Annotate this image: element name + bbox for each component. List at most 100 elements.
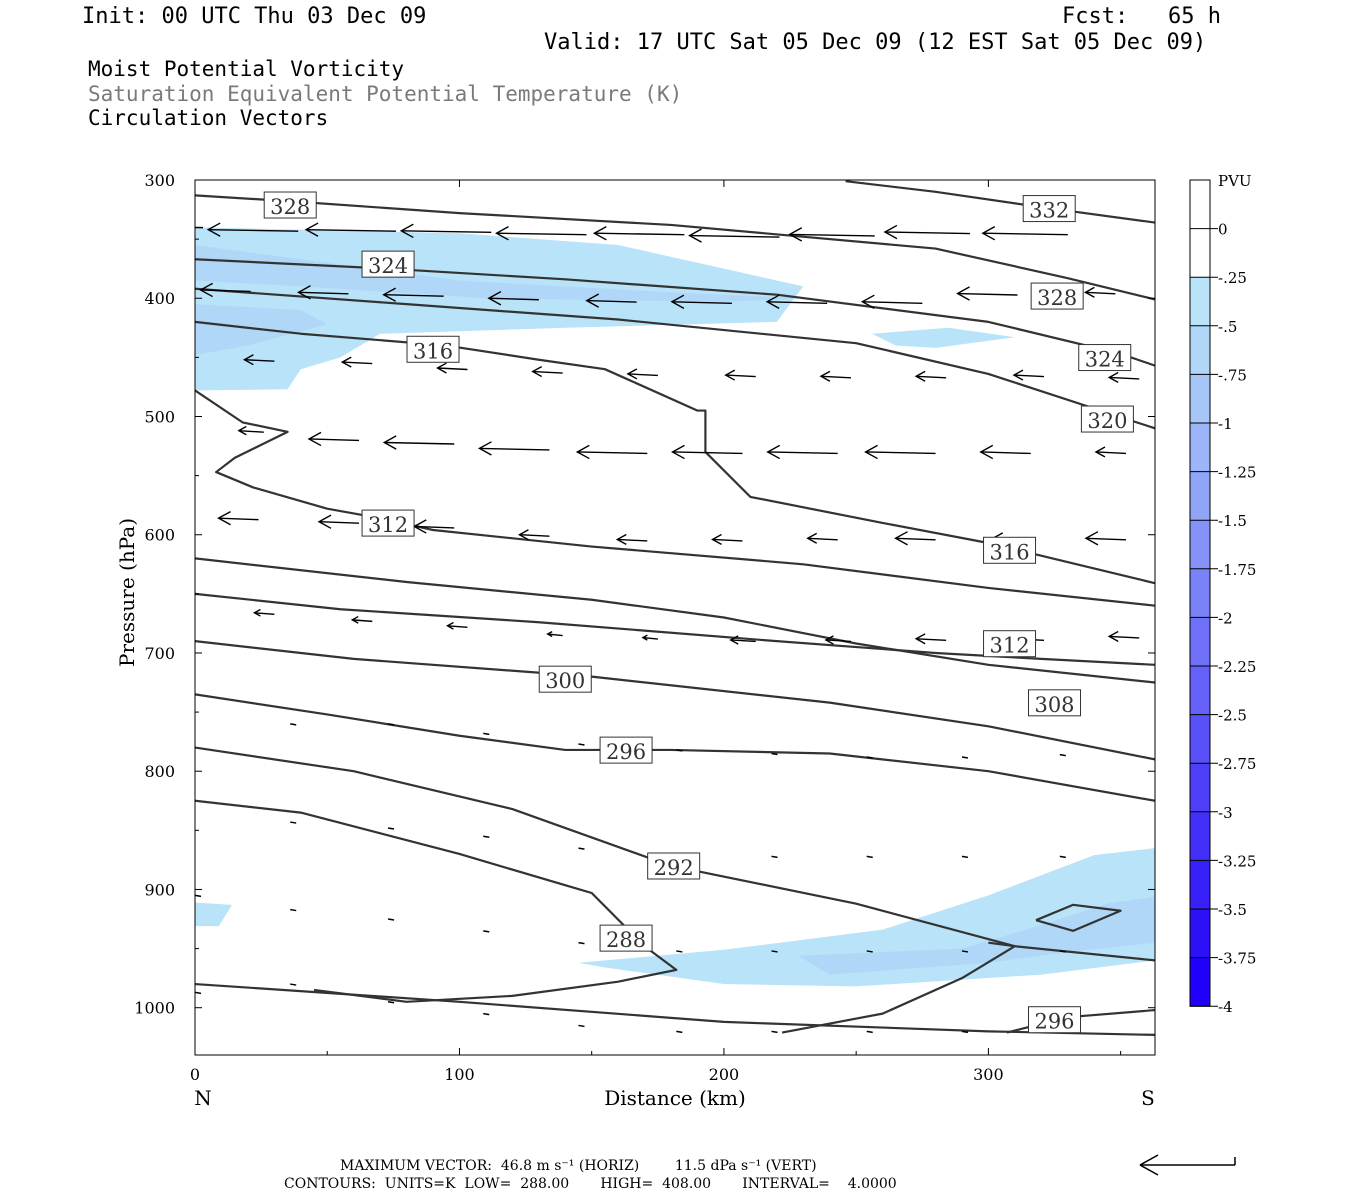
theta-contour-332 [845,180,1155,224]
plot-frame [194,179,1156,1056]
y-tick-label: 900 [144,880,175,899]
y-tick-label: 700 [144,644,175,663]
colorbar-swatch [1190,325,1210,375]
colorbar-label: -2.5 [1218,707,1247,725]
circulation-vector [771,1030,778,1034]
circulation-vector [979,444,1031,460]
x-tick-label: 0 [190,1065,200,1084]
title-mpv: Moist Potential Vorticity [88,57,405,81]
circulation-vector [592,225,685,241]
circulation-vector [1084,531,1127,546]
x-tick-label: 100 [444,1065,475,1084]
y-tick-label: 300 [144,171,175,190]
colorbar-swatch [1190,714,1210,764]
contour-label-box [1028,689,1082,717]
contour-label: 316 [989,540,1029,564]
contour-label-box [983,536,1037,564]
contour-label: 324 [368,254,408,278]
contour-label-box [1030,282,1084,310]
contour-label: 296 [1034,1010,1074,1034]
colorbar-label: -3.25 [1218,852,1256,870]
circulation-vector [864,444,936,460]
circulation-vector [961,756,969,759]
circulation-vector [483,1012,490,1016]
circulation-vector [860,294,923,310]
circulation-vector [711,533,743,546]
colorbar-label: -1.75 [1218,561,1256,579]
circulation-vector [340,356,373,368]
circulation-vector [641,634,658,641]
circulation-vector [575,444,648,460]
y-axis-label: Pressure (hPa) [115,518,139,667]
circulation-vector [387,1001,395,1004]
circulation-vector [819,370,851,382]
circulation-vector [956,286,1018,301]
colorbar-label: -3.5 [1218,901,1247,919]
circulation-vector [199,282,251,298]
circulation-vector [206,222,299,237]
circulation-vector [517,529,550,541]
circulation-vector [446,621,468,630]
contour-label: 308 [1034,693,1074,717]
circulation-vector [688,228,780,243]
y-tick-label: 1000 [134,999,175,1018]
circulation-vector [1107,371,1140,384]
colorbar-label: 0 [1218,221,1228,239]
circulation-vector [307,431,360,447]
circulation-vector [866,950,873,953]
circulation-vector [495,225,587,241]
circulation-vector [195,226,204,229]
contour-label: 312 [989,634,1029,658]
colorbar-swatch [1190,423,1210,472]
x-tick-label: 300 [973,1065,1004,1084]
mpv-fill-region [195,245,804,302]
theta-contour-300 [195,640,1155,761]
circulation-vector [765,294,828,310]
circulation-vector [350,615,373,624]
colorbar-label: -2.25 [1218,658,1256,676]
circulation-vector [1059,950,1066,953]
theta-contour-308 [195,557,1155,684]
contour-label: 328 [1037,286,1077,310]
circulation-vector [290,723,297,726]
mpv-fill-region [872,327,1015,348]
circulation-vector [729,635,756,645]
forecast-hour: Fcst: 65 h [1062,4,1221,29]
circulation-vector [894,531,936,546]
y-tick-label: 500 [144,407,175,426]
circulation-vector [546,630,563,638]
contour-label-box [361,250,415,278]
circulation-vector [883,224,970,240]
circulation-vector [290,983,297,986]
circulation-vector [297,285,349,300]
circulation-vector [252,608,275,617]
contour-label: 324 [1085,348,1125,372]
circulation-vector [487,291,539,306]
circulation-vector [436,362,468,374]
title-theta: Saturation Equivalent Potential Temperat… [88,82,683,106]
contour-label-box [361,509,415,537]
mpv-fill-region [195,227,804,391]
colorbar-label: -2 [1218,609,1233,627]
colorbar-swatch [1190,374,1210,423]
contour-label: 300 [545,669,585,693]
mpv-fill-region [797,896,1155,975]
colorbar-label: -4 [1218,998,1233,1016]
circulation-vector [483,835,490,838]
contour-label: 312 [368,513,408,537]
circulation-vector [237,425,264,436]
colorbar-unit: PVU [1218,172,1252,190]
circulation-vector [585,293,637,308]
theta-contour-296 [195,982,1155,1036]
circulation-vector [771,855,778,859]
circulation-vector [961,950,969,953]
circulation-vector [676,1030,683,1034]
theta-contour-288 [1035,903,1122,932]
circulation-vector [387,723,395,726]
circulation-vector [866,1030,873,1034]
y-tick-label: 600 [144,526,175,545]
circulation-vector [382,287,444,302]
colorbar-swatch [1190,909,1210,958]
contour-label-box [1078,344,1132,372]
circulation-vector [382,435,455,450]
